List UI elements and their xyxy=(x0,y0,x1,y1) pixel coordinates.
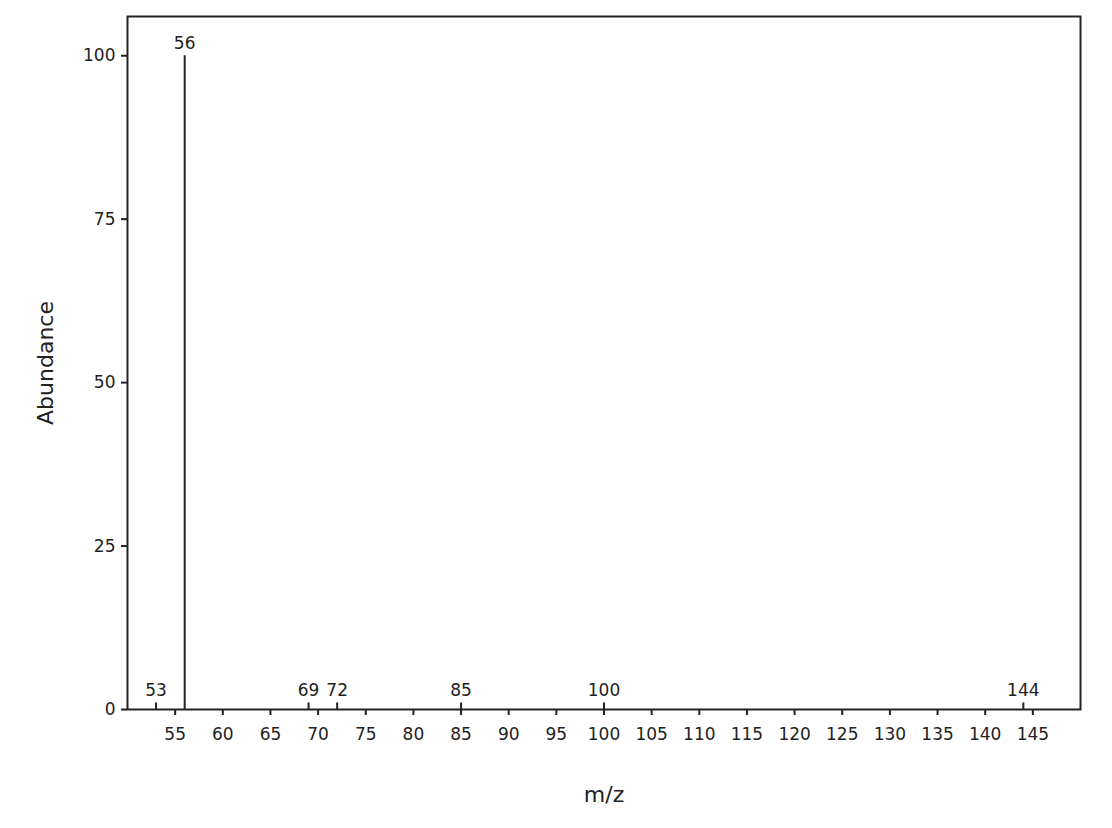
svg-text:125: 125 xyxy=(826,724,858,744)
svg-text:55: 55 xyxy=(164,724,186,744)
svg-text:60: 60 xyxy=(212,724,234,744)
svg-text:50: 50 xyxy=(94,372,116,392)
svg-text:75: 75 xyxy=(94,209,116,229)
svg-text:85: 85 xyxy=(450,680,472,700)
svg-text:72: 72 xyxy=(326,680,348,700)
svg-text:135: 135 xyxy=(921,724,953,744)
svg-text:144: 144 xyxy=(1007,680,1039,700)
svg-text:80: 80 xyxy=(403,724,425,744)
svg-text:105: 105 xyxy=(635,724,667,744)
svg-text:0: 0 xyxy=(105,699,116,719)
svg-text:95: 95 xyxy=(546,724,568,744)
svg-text:100: 100 xyxy=(588,680,620,700)
svg-text:110: 110 xyxy=(683,724,715,744)
svg-text:130: 130 xyxy=(874,724,906,744)
svg-text:Abundance: Abundance xyxy=(33,301,58,425)
svg-text:90: 90 xyxy=(498,724,520,744)
svg-text:53: 53 xyxy=(145,680,167,700)
svg-text:m/z: m/z xyxy=(584,782,624,807)
svg-text:100: 100 xyxy=(588,724,620,744)
svg-text:25: 25 xyxy=(94,535,116,555)
svg-text:140: 140 xyxy=(969,724,1001,744)
svg-text:100: 100 xyxy=(83,45,115,65)
svg-text:120: 120 xyxy=(778,724,810,744)
svg-text:115: 115 xyxy=(731,724,763,744)
svg-text:85: 85 xyxy=(450,724,472,744)
svg-text:65: 65 xyxy=(260,724,282,744)
svg-text:75: 75 xyxy=(355,724,377,744)
svg-text:56: 56 xyxy=(174,33,196,53)
svg-text:69: 69 xyxy=(298,680,320,700)
svg-text:70: 70 xyxy=(307,724,329,744)
svg-text:145: 145 xyxy=(1017,724,1049,744)
